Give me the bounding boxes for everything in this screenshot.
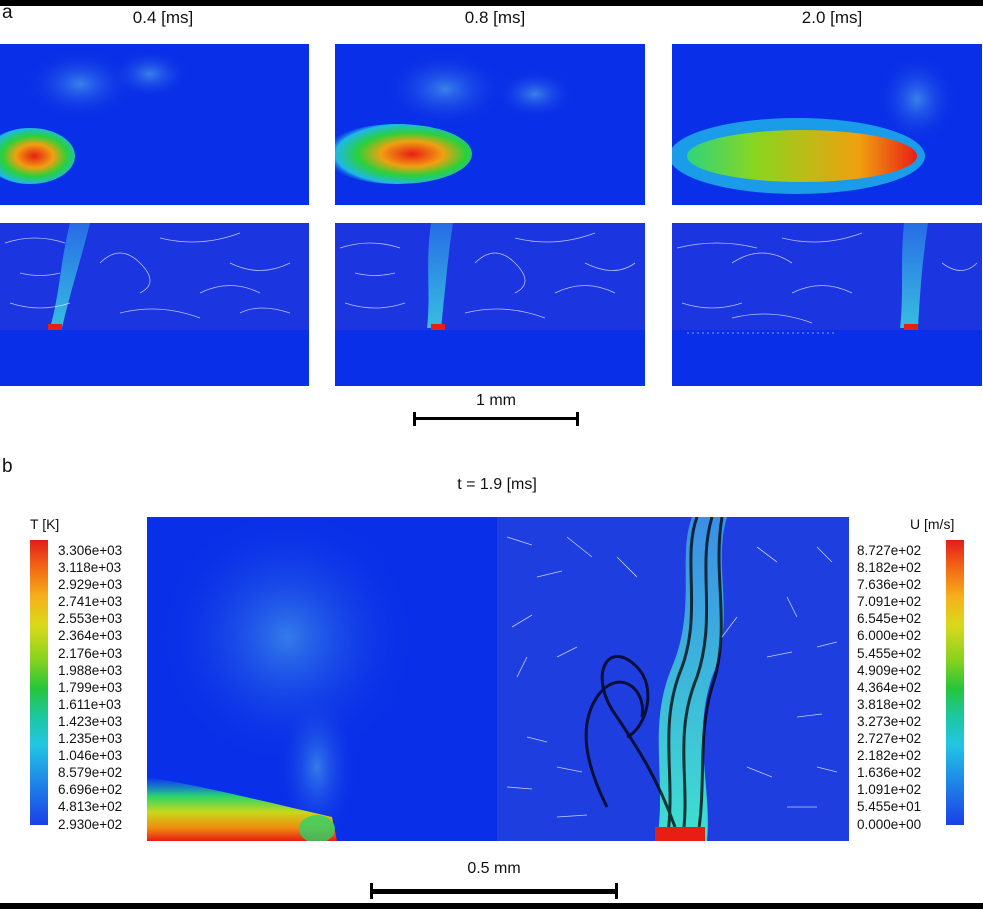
temperature-tick: 3.118e+03 — [58, 560, 122, 576]
velocity-tick: 1.091e+02 — [857, 782, 922, 798]
velocity-tick: 1.636e+02 — [857, 765, 922, 781]
temperature-tick: 2.930e+02 — [58, 816, 123, 832]
temperature-tick: 2.929e+03 — [58, 577, 123, 593]
velocity-tick: 7.636e+02 — [857, 577, 922, 593]
velocity-tick: 7.091e+02 — [857, 594, 922, 610]
scale-label-a: 1 mm — [476, 392, 516, 409]
velocity-tick: 2.727e+02 — [857, 731, 922, 747]
velocity-field-19ms — [497, 517, 849, 841]
velocity-tick: 5.455e+02 — [857, 645, 922, 661]
temperature-tick: 1.988e+03 — [58, 662, 123, 678]
temperature-field-04ms — [0, 44, 309, 205]
panel-a-letter: a — [2, 2, 13, 23]
velocity-tick: 8.182e+02 — [857, 560, 922, 576]
bottom-border — [0, 903, 983, 909]
temperature-tick: 1.046e+03 — [58, 748, 123, 764]
temperature-tick: 1.423e+03 — [58, 713, 123, 729]
temperature-field-19ms — [147, 517, 497, 841]
velocity-field-20ms — [672, 223, 982, 386]
temperature-legend-ticks: 3.306e+03 3.118e+03 2.929e+03 2.741e+03 … — [58, 542, 122, 833]
velocity-tick: 3.818e+02 — [857, 696, 922, 712]
velocity-tick: 4.364e+02 — [857, 679, 922, 695]
temperature-field-20ms — [672, 44, 982, 205]
temperature-legend-title: T [K] — [30, 516, 60, 532]
velocity-tick: 5.455e+01 — [857, 799, 922, 815]
velocity-tick: 6.545e+02 — [857, 611, 922, 627]
velocity-tick: 0.000e+00 — [857, 816, 922, 832]
velocity-field-08ms — [335, 223, 645, 386]
velocity-colorbar — [946, 540, 964, 825]
velocity-tick: 3.273e+02 — [857, 713, 922, 729]
temperature-tick: 8.579e+02 — [58, 765, 123, 781]
panel-b-letter: b — [2, 456, 13, 477]
temperature-colorbar — [30, 540, 48, 825]
temperature-tick: 4.813e+02 — [58, 799, 123, 815]
scale-label-b: 0.5 mm — [467, 860, 521, 877]
time-label-1: 0.8 [ms] — [464, 8, 526, 27]
temperature-tick: 1.611e+03 — [58, 696, 122, 712]
temperature-tick: 1.799e+03 — [58, 679, 123, 695]
velocity-tick: 2.182e+02 — [857, 748, 922, 764]
temperature-field-08ms — [335, 44, 645, 205]
velocity-tick: 4.909e+02 — [857, 662, 922, 678]
velocity-legend-title: U [m/s] — [910, 516, 955, 532]
velocity-tick: 8.727e+02 — [857, 543, 922, 558]
time-label-2: 2.0 [ms] — [801, 8, 863, 27]
time-label-0: 0.4 [ms] — [132, 8, 194, 27]
scale-bar-b — [370, 883, 618, 899]
temperature-tick: 3.306e+03 — [58, 543, 123, 558]
temperature-tick: 1.235e+03 — [58, 731, 123, 747]
velocity-field-04ms — [0, 223, 309, 386]
velocity-legend-ticks: 8.727e+02 8.182e+02 7.636e+02 7.091e+02 … — [857, 542, 921, 833]
temperature-tick: 2.553e+03 — [58, 611, 123, 627]
temperature-tick: 2.176e+03 — [58, 645, 123, 661]
panel-b-time: t = 1.9 [ms] — [457, 476, 537, 493]
top-border — [0, 0, 983, 6]
temperature-tick: 6.696e+02 — [58, 782, 123, 798]
velocity-tick: 6.000e+02 — [857, 628, 922, 644]
scale-bar-a — [413, 412, 579, 426]
temperature-tick: 2.741e+03 — [58, 594, 123, 610]
temperature-tick: 2.364e+03 — [58, 628, 123, 644]
